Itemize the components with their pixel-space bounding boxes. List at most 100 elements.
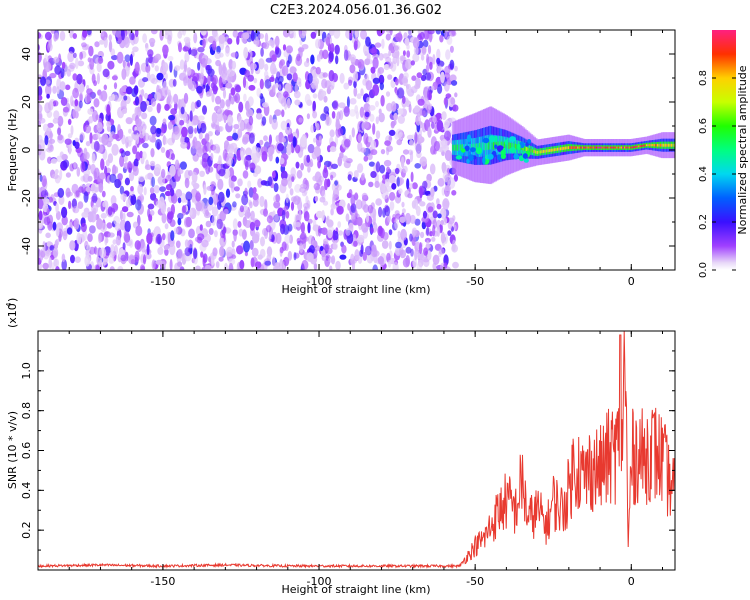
noise-blob <box>263 135 268 142</box>
noise-blob <box>313 146 321 157</box>
noise-blob <box>174 114 180 126</box>
noise-blob <box>94 167 100 179</box>
noise-blob <box>348 222 354 229</box>
noise-blob <box>264 79 272 89</box>
noise-blob <box>194 140 202 151</box>
noise-blob <box>184 177 190 189</box>
noise-blob <box>135 118 142 127</box>
noise-blob <box>250 257 255 268</box>
noise-blob <box>138 175 145 183</box>
noise-blob <box>426 227 430 236</box>
noise-blob <box>167 207 171 214</box>
signal-core <box>592 146 595 149</box>
noise-blob <box>230 97 235 105</box>
noise-blob <box>337 156 343 167</box>
noise-blob <box>405 246 412 254</box>
noise-blob <box>94 41 100 48</box>
noise-blob <box>351 127 355 138</box>
noise-blob <box>262 102 269 108</box>
noise-blob <box>69 30 74 39</box>
noise-blob <box>208 196 214 206</box>
signal-blob <box>525 142 529 147</box>
noise-blob <box>436 203 442 210</box>
noise-blob <box>281 241 287 251</box>
noise-blob <box>380 95 385 107</box>
noise-blob <box>315 66 321 75</box>
noise-blob <box>125 86 133 95</box>
noise-blob <box>96 122 103 133</box>
noise-blob <box>328 58 332 64</box>
noise-blob <box>370 149 378 156</box>
noise-blob <box>202 255 206 268</box>
colorbar-tick-label: 0.2 <box>698 214 709 230</box>
noise-blob <box>355 110 359 120</box>
noise-blob <box>111 93 116 101</box>
noise-blob <box>379 82 384 91</box>
noise-blob <box>427 127 432 138</box>
noise-blob <box>160 147 166 153</box>
noise-blob <box>370 247 378 258</box>
noise-blob <box>152 57 159 64</box>
noise-blob <box>109 173 117 183</box>
noise-blob <box>169 164 176 177</box>
noise-blob <box>79 132 85 141</box>
noise-blob <box>279 157 285 165</box>
noise-blob <box>313 182 321 191</box>
noise-blob <box>222 89 227 99</box>
noise-blob <box>164 247 169 256</box>
noise-blob <box>73 161 77 169</box>
noise-blob <box>179 119 185 126</box>
noise-blob <box>395 128 403 138</box>
noise-blob <box>205 164 211 175</box>
noise-blob <box>76 232 82 245</box>
signal-core <box>547 149 550 153</box>
noise-blob <box>337 221 342 228</box>
noise-blob <box>98 232 102 244</box>
noise-blob <box>183 36 191 44</box>
noise-blob <box>402 165 408 174</box>
noise-blob <box>87 108 94 115</box>
noise-blob <box>398 188 403 195</box>
noise-blob <box>85 186 92 193</box>
noise-blob <box>330 203 337 210</box>
noise-blob <box>173 227 179 235</box>
noise-blob <box>149 115 157 126</box>
noise-blob <box>219 237 225 245</box>
noise-blob <box>242 136 249 145</box>
noise-blob <box>329 30 335 36</box>
noise-blob <box>204 264 212 270</box>
noise-blob <box>314 195 319 202</box>
noise-blob <box>312 100 317 112</box>
noise-blob <box>223 113 227 124</box>
noise-blob <box>345 228 351 236</box>
noise-blob <box>81 42 87 48</box>
noise-blob <box>121 85 128 93</box>
noise-blob <box>210 183 215 196</box>
noise-blob <box>422 39 429 48</box>
noise-blob <box>200 78 204 87</box>
noise-blob <box>38 95 43 101</box>
noise-blob <box>42 262 49 270</box>
noise-blob <box>58 195 65 206</box>
noise-blob <box>89 210 97 223</box>
noise-blob <box>333 30 341 39</box>
noise-blob <box>425 64 430 73</box>
signal-core <box>463 144 466 151</box>
noise-blob <box>111 143 119 156</box>
noise-blob <box>314 245 321 252</box>
snr-scale-label: (x10 4 ) <box>5 298 19 328</box>
signal-blob <box>513 153 519 160</box>
noise-blob <box>301 259 309 270</box>
noise-blob <box>165 149 170 159</box>
noise-blob <box>133 85 139 95</box>
noise-blob <box>188 228 195 239</box>
noise-blob <box>359 249 364 257</box>
signal-core <box>616 146 619 149</box>
noise-blob <box>414 105 420 113</box>
noise-blob <box>249 201 253 209</box>
noise-blob <box>411 200 416 209</box>
noise-blob <box>215 261 220 269</box>
noise-blob <box>295 221 301 228</box>
noise-blob <box>151 77 158 85</box>
noise-blob <box>393 112 398 121</box>
